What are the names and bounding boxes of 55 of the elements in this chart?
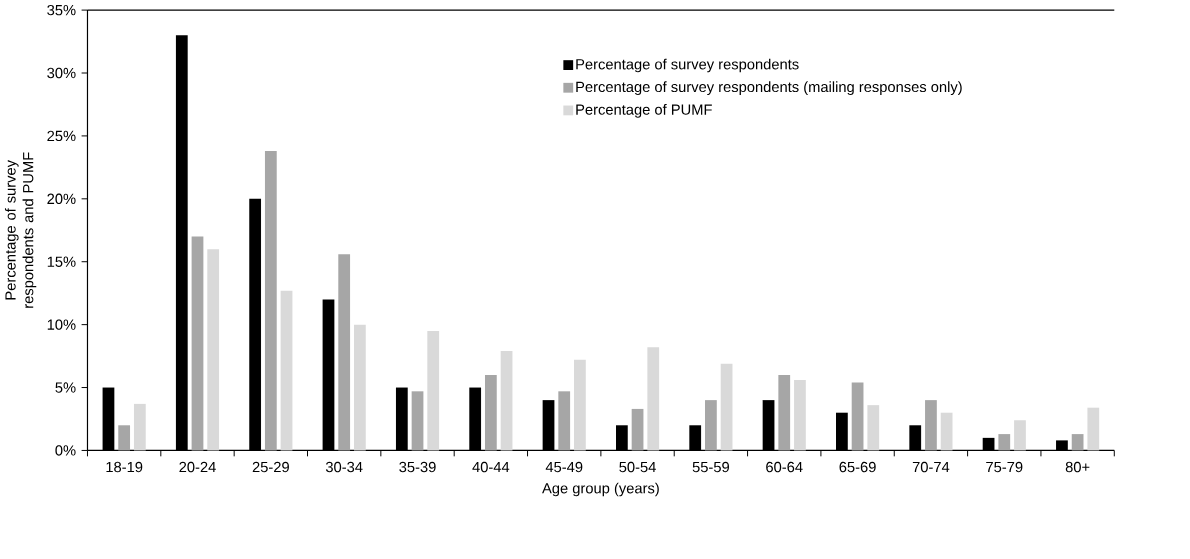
x-tick-label: 50-54 [619, 461, 656, 473]
bar [558, 391, 571, 451]
bar [353, 324, 366, 451]
x-tick-label: 60-64 [766, 461, 803, 473]
x-tick-label: 65-69 [839, 461, 876, 473]
x-tick-label: 45-49 [545, 461, 583, 473]
bar [631, 409, 644, 451]
y-axis-title: Percentage of survey respondents and PUMF [4, 152, 37, 308]
y-tick-label: 35% [47, 5, 76, 16]
x-axis-title: Age group (years) [542, 482, 659, 497]
bar [133, 404, 146, 451]
legend-label: Percentage of PUMF [576, 104, 712, 118]
bar [647, 347, 660, 451]
legend-label: Percentage of survey respondents (mailing responses only) [576, 81, 962, 96]
y-tick-label: 0% [55, 445, 76, 456]
bar [500, 351, 513, 451]
bar [411, 391, 424, 451]
x-tick-label: 55-59 [692, 461, 729, 473]
bar [705, 400, 717, 451]
bar [794, 380, 806, 451]
bar [940, 412, 953, 451]
bar [338, 254, 351, 451]
bar [484, 375, 497, 451]
bar [998, 434, 1011, 451]
x-tick-label: 70-74 [912, 461, 950, 473]
legend-label: Percentage of survey respondents [576, 58, 799, 73]
bar [720, 363, 733, 451]
bar [1014, 420, 1026, 451]
x-tick-label: 35-39 [399, 461, 436, 473]
x-tick-label: 20-24 [179, 461, 216, 473]
y-tick-label: 15% [47, 256, 76, 268]
x-tick-label: 18-19 [106, 461, 143, 473]
bar [867, 405, 880, 451]
bar [280, 290, 293, 451]
x-tick-label: 75-79 [986, 461, 1023, 473]
x-tick-label: 30-34 [325, 461, 363, 473]
bar [925, 400, 937, 451]
y-tick-label: 5% [55, 382, 76, 393]
bar [1071, 434, 1084, 451]
bar [264, 151, 277, 451]
y-tick-label: 30% [47, 67, 76, 79]
bar [118, 425, 131, 451]
x-tick-label: 40-44 [472, 461, 510, 473]
bar [427, 331, 440, 451]
bar [574, 360, 586, 451]
bar [851, 382, 864, 451]
y-tick-label: 10% [47, 319, 76, 330]
bar [191, 236, 204, 451]
bar [1087, 407, 1100, 451]
y-tick-label: 20% [47, 193, 76, 205]
bar [207, 249, 220, 451]
x-tick-label: 25-29 [252, 461, 289, 473]
x-tick-label: 80+ [1065, 461, 1090, 473]
y-tick-label: 25% [47, 130, 76, 142]
bar [778, 375, 791, 451]
